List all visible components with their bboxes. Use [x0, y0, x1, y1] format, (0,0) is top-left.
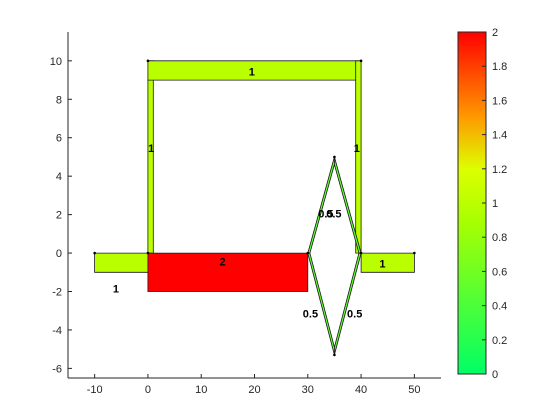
member-5 [147, 252, 309, 292]
node-4 [146, 251, 150, 255]
colorbar-tick-label-2: 0.2 [492, 335, 507, 347]
colorbar-tick-label-11: 2 [492, 27, 498, 39]
plot-background [68, 32, 441, 378]
y-tick-label-7: 6 [56, 133, 62, 145]
member-label-5: 2 [219, 257, 225, 269]
colorbar-gradient [457, 31, 487, 375]
node-9 [333, 353, 336, 357]
colorbar: 0 0.2 0.4 0.6 0.8 1 1.2 1.4 1.6 1.8 2 [457, 27, 507, 381]
node-6 [359, 251, 363, 255]
plot-area [68, 32, 441, 378]
members-layer [94, 60, 415, 356]
colorbar-tick-label-8: 1.4 [492, 130, 507, 142]
x-tick-label-7: 50 [408, 384, 420, 396]
x-tick-label-6: 40 [355, 384, 367, 396]
member-label-10: 0.5 [347, 308, 362, 320]
colorbar-tick-label-9: 1.6 [492, 95, 507, 107]
member-2 [147, 60, 154, 254]
member-10 [333, 252, 362, 356]
y-tick-label-2: -4 [52, 325, 62, 337]
member-label-4: 1 [354, 143, 360, 155]
member-label-6: 1 [379, 258, 385, 270]
member-label-7: 0.5 [318, 209, 333, 221]
x-tick-label-2: 0 [145, 384, 151, 396]
member-label-8: 0.5 [326, 209, 341, 221]
colorbar-tick-label-7: 1.2 [492, 164, 507, 176]
y-tick-label-9: 10 [50, 56, 62, 68]
colorbar-tick-label-5: 0.8 [492, 232, 507, 244]
y-tick-label-3: -2 [52, 287, 62, 299]
y-tick-label-5: 2 [56, 210, 62, 222]
colorbar-tick-label-6: 1 [492, 198, 498, 210]
node-5 [306, 251, 310, 255]
member-4 [355, 60, 362, 254]
member-1 [94, 252, 149, 273]
x-tick-label-3: 10 [195, 384, 207, 396]
colorbar-tick-label-1: 0 [492, 369, 498, 381]
y-tick-label-6: 4 [56, 171, 62, 183]
y-tick-label-4: 0 [56, 248, 62, 260]
colorbar-tick-label-3: 0.4 [492, 301, 507, 313]
node-1 [93, 251, 96, 255]
axes-layer: -10 0 10 20 30 40 50 -6 -4 -2 0 2 4 6 8 10 [50, 32, 441, 396]
member-6 [360, 252, 415, 273]
member-label-3: 1 [249, 66, 255, 78]
x-tick-label-4: 20 [248, 384, 260, 396]
node-2 [146, 59, 150, 63]
colorbar-tick-label-10: 1.8 [492, 61, 507, 73]
member-label-2: 1 [148, 143, 154, 155]
nodes-layer [93, 59, 416, 357]
node-8 [333, 155, 336, 159]
member-label-9: 0.5 [303, 308, 318, 320]
node-7 [413, 251, 416, 255]
member-label-1: 1 [113, 283, 119, 295]
node-3 [359, 59, 363, 63]
y-tick-label-8: 8 [56, 94, 62, 106]
y-tick-label-1: -6 [52, 363, 62, 375]
x-tick-label-5: 30 [302, 384, 314, 396]
colorbar-tick-label-4: 0.6 [492, 266, 507, 278]
x-tick-label-1: -10 [87, 384, 103, 396]
